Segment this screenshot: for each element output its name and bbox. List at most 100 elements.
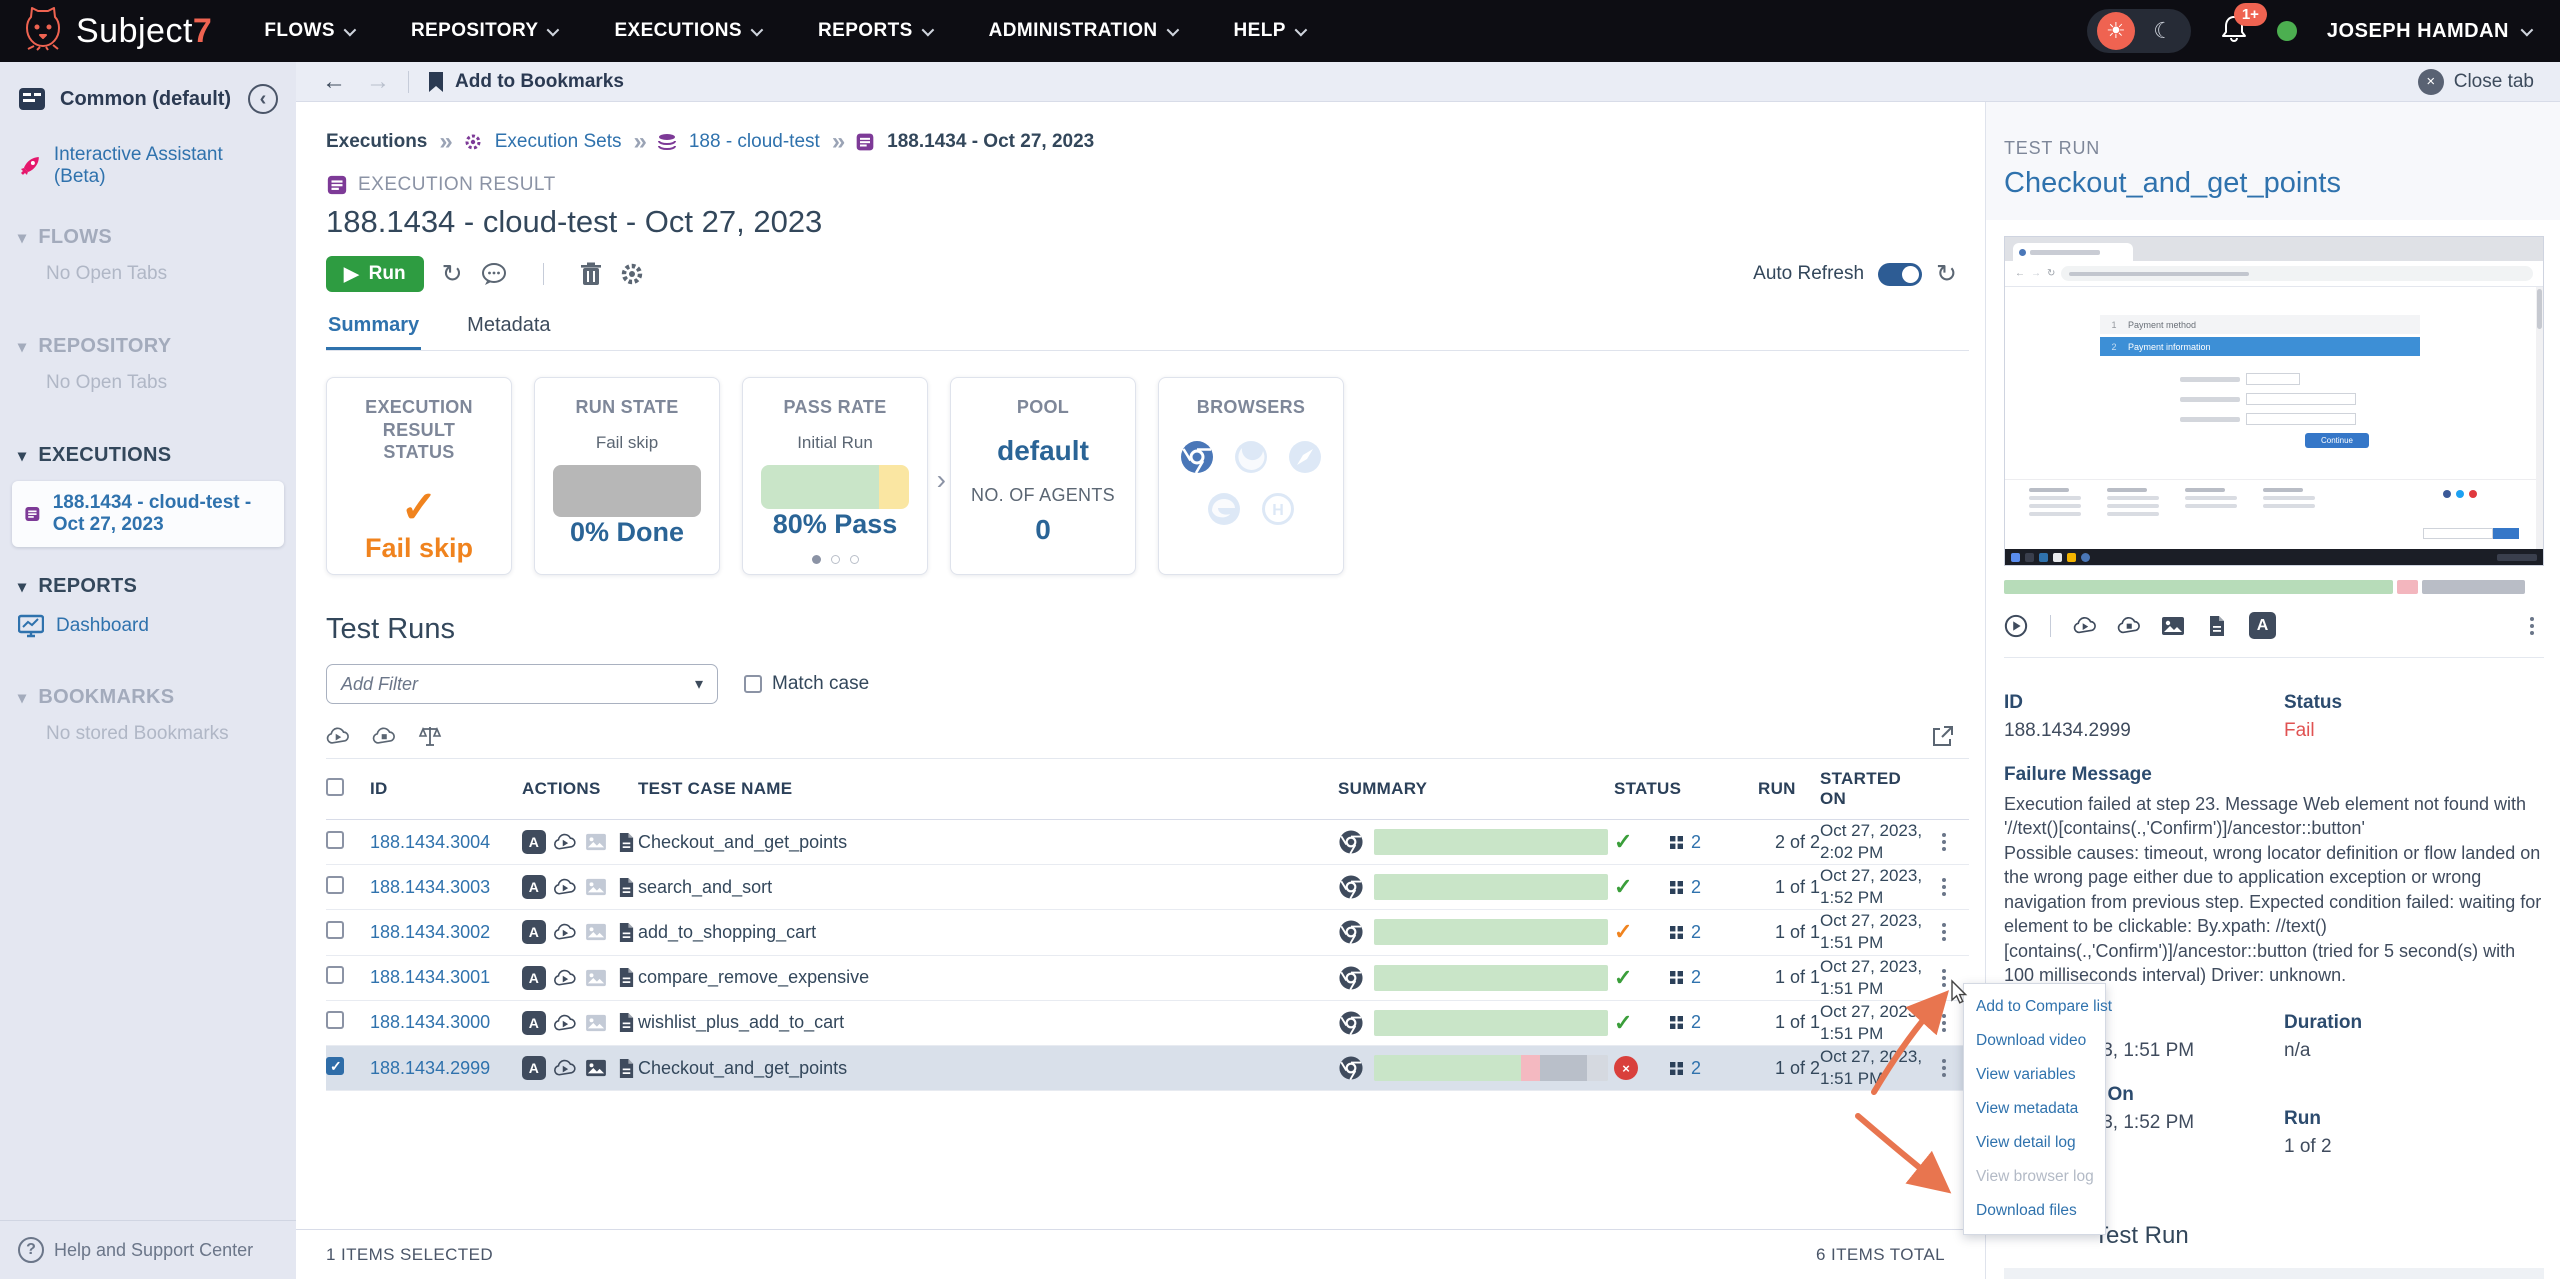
- download-video-icon[interactable]: [553, 875, 577, 899]
- runs-count-link[interactable]: 2: [1691, 967, 1702, 988]
- run-id-link[interactable]: 188.1434.3000: [370, 1012, 491, 1033]
- row-checkbox[interactable]: [326, 1011, 344, 1030]
- bookmark-icon[interactable]: [427, 71, 445, 93]
- summary-bar[interactable]: [1374, 829, 1608, 856]
- download-video-icon[interactable]: [553, 830, 577, 854]
- run-id-link[interactable]: 188.1434.2999: [370, 1057, 491, 1078]
- user-menu[interactable]: JOSEPH HAMDAN: [2327, 20, 2534, 43]
- test-case-name[interactable]: Checkout_and_get_points: [638, 1057, 848, 1078]
- back-button[interactable]: ←: [322, 67, 346, 95]
- tab-summary[interactable]: Summary: [326, 308, 422, 350]
- run-id-link[interactable]: 188.1434.3001: [370, 967, 491, 988]
- summary-bar[interactable]: [1374, 919, 1608, 946]
- table-row-selected[interactable]: 188.1434.2999 A Checkout_and_get_points …: [326, 1045, 1969, 1092]
- row-menu-kebab-icon[interactable]: [1932, 1013, 1956, 1032]
- match-case-checkbox[interactable]: Match case: [744, 673, 869, 695]
- menu-reports[interactable]: REPORTS: [818, 20, 934, 42]
- log-file-icon[interactable]: [614, 875, 638, 899]
- menu-item-download-files[interactable]: Download files: [1976, 1202, 2077, 1219]
- menu-flows[interactable]: FLOWS: [264, 20, 357, 42]
- screenshots-icon[interactable]: [2161, 614, 2185, 638]
- col-status[interactable]: STATUS: [1614, 758, 1681, 820]
- table-row[interactable]: 188.1434.3002 A add_to_shopping_cart ✓ 2…: [326, 909, 1969, 956]
- close-tab-button[interactable]: × Close tab: [2417, 68, 2534, 95]
- carousel-next-icon[interactable]: ›: [936, 464, 946, 495]
- sidebar-item-execution-result[interactable]: 188.1434 - cloud-test - Oct 27, 2023: [12, 481, 284, 547]
- col-name[interactable]: TEST CASE NAME: [638, 758, 1338, 820]
- runs-count-link[interactable]: 2: [1691, 1057, 1702, 1078]
- col-run[interactable]: RUN: [1758, 758, 1820, 820]
- download-video-icon[interactable]: [553, 920, 577, 944]
- summary-bar[interactable]: [1374, 874, 1608, 901]
- sidebar-item-dashboard[interactable]: Dashboard: [0, 602, 296, 650]
- menu-item-view-variables[interactable]: View variables: [1976, 1066, 2076, 1083]
- table-row[interactable]: 188.1434.3004 A Checkout_and_get_points …: [326, 819, 1969, 866]
- row-checkbox[interactable]: [326, 966, 344, 985]
- col-started[interactable]: STARTED ON: [1820, 758, 1932, 820]
- breadcrumb-execution-sets[interactable]: Execution Sets: [494, 131, 622, 152]
- bulk-download-files-icon[interactable]: [372, 724, 396, 748]
- settings-gear-icon[interactable]: [620, 262, 644, 286]
- row-menu-kebab-icon[interactable]: [1932, 923, 1956, 942]
- accessibility-report-icon[interactable]: A: [522, 1010, 546, 1035]
- accessibility-report-icon[interactable]: A: [522, 920, 546, 945]
- download-video-icon[interactable]: [2073, 614, 2097, 638]
- row-checkbox[interactable]: [326, 1056, 344, 1075]
- sidebar-item-interactive-assistant[interactable]: Interactive Assistant (Beta): [0, 124, 296, 208]
- menu-administration[interactable]: ADMINISTRATION: [989, 20, 1179, 42]
- runs-count-link[interactable]: 2: [1691, 921, 1702, 942]
- runs-count-link[interactable]: 2: [1691, 831, 1702, 852]
- runs-count-link[interactable]: 2: [1691, 876, 1702, 897]
- sidebar-section-reports[interactable]: ▾ REPORTS: [18, 575, 138, 597]
- play-video-icon[interactable]: [2004, 614, 2028, 638]
- col-id[interactable]: ID: [370, 758, 522, 820]
- sidebar-section-repository[interactable]: ▾ REPOSITORY: [18, 335, 172, 357]
- menu-executions[interactable]: EXECUTIONS: [614, 20, 764, 42]
- test-case-name[interactable]: Checkout_and_get_points: [638, 831, 848, 852]
- row-checkbox[interactable]: [326, 830, 344, 849]
- log-file-icon[interactable]: [614, 1011, 638, 1035]
- accessibility-report-icon[interactable]: A: [2249, 612, 2276, 639]
- auto-refresh-toggle[interactable]: [1878, 262, 1923, 286]
- row-menu-kebab-icon[interactable]: [1932, 1059, 1956, 1078]
- help-support-link[interactable]: ? Help and Support Center: [0, 1220, 296, 1279]
- breadcrumb-cloud-test[interactable]: 188 - cloud-test: [688, 131, 820, 152]
- menu-help[interactable]: HELP: [1234, 20, 1308, 42]
- accessibility-report-icon[interactable]: A: [522, 875, 546, 900]
- panel-menu-kebab-icon[interactable]: [2520, 616, 2544, 635]
- log-file-icon[interactable]: [614, 1056, 638, 1080]
- forward-button[interactable]: →: [366, 67, 390, 95]
- dark-theme-moon-icon[interactable]: ☾: [2153, 18, 2173, 43]
- notifications-button[interactable]: 1+: [2221, 2, 2267, 48]
- brand[interactable]: Subject7: [0, 6, 238, 56]
- sidebar-section-executions[interactable]: ▾ EXECUTIONS: [18, 444, 172, 466]
- table-row[interactable]: 188.1434.3000 A wishlist_plus_add_to_car…: [326, 1000, 1969, 1046]
- add-filter-dropdown[interactable]: Add Filter ▾: [326, 664, 718, 704]
- menu-item-view-metadata[interactable]: View metadata: [1976, 1100, 2079, 1117]
- workspace-selector[interactable]: Common (default) ‹: [0, 62, 296, 124]
- row-checkbox[interactable]: [326, 920, 344, 939]
- summary-bar[interactable]: [1374, 1055, 1608, 1082]
- log-file-icon[interactable]: [614, 920, 638, 944]
- light-theme-sun-icon[interactable]: ☀: [2096, 12, 2135, 50]
- row-checkbox[interactable]: [326, 875, 344, 894]
- theme-toggle[interactable]: ☀ ☾: [2086, 9, 2191, 53]
- row-menu-kebab-icon[interactable]: [1932, 878, 1956, 897]
- download-files-icon[interactable]: [2117, 614, 2141, 638]
- summary-bar[interactable]: [1374, 964, 1608, 991]
- add-to-bookmarks-button[interactable]: Add to Bookmarks: [455, 70, 624, 92]
- run-button[interactable]: ▶ Run: [326, 256, 424, 292]
- menu-repository[interactable]: REPOSITORY: [411, 20, 560, 42]
- checkbox-icon[interactable]: [744, 675, 762, 693]
- refresh-icon[interactable]: ↻: [1936, 260, 1957, 288]
- breadcrumb-executions[interactable]: Executions: [326, 131, 428, 152]
- summary-bar[interactable]: [1374, 1009, 1608, 1036]
- sidebar-section-bookmarks[interactable]: ▾ BOOKMARKS: [18, 686, 175, 708]
- table-row[interactable]: 188.1434.3001 A compare_remove_expensive…: [326, 955, 1969, 1001]
- test-case-name[interactable]: search_and_sort: [638, 876, 773, 897]
- table-row[interactable]: 188.1434.3003 A search_and_sort ✓ 2 1 of…: [326, 864, 1969, 911]
- test-case-name[interactable]: compare_remove_expensive: [638, 967, 870, 988]
- collapse-sidebar-button[interactable]: ‹: [248, 84, 278, 114]
- carousel-dots[interactable]: [743, 555, 927, 564]
- run-id-link[interactable]: 188.1434.3003: [370, 876, 491, 897]
